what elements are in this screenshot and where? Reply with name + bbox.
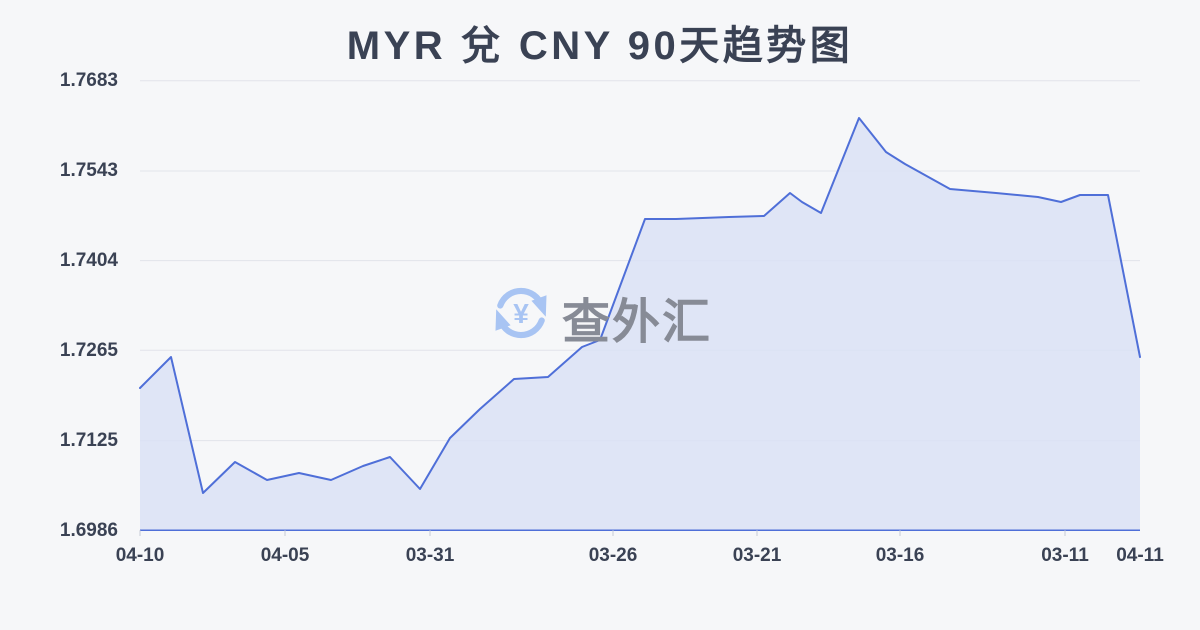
svg-text:04-05: 04-05 <box>261 545 310 566</box>
svg-text:1.7543: 1.7543 <box>60 160 118 181</box>
svg-text:1.7125: 1.7125 <box>60 430 119 451</box>
svg-text:03-31: 03-31 <box>406 545 455 566</box>
svg-text:04-11: 04-11 <box>1116 545 1164 566</box>
svg-text:1.7265: 1.7265 <box>60 340 119 361</box>
svg-text:1.6986: 1.6986 <box>60 520 118 541</box>
svg-text:1.7404: 1.7404 <box>60 250 119 271</box>
svg-text:1.7683: 1.7683 <box>60 70 118 91</box>
svg-text:03-11: 03-11 <box>1041 545 1089 566</box>
svg-text:¥: ¥ <box>513 298 529 329</box>
svg-text:查外汇: 查外汇 <box>562 296 712 349</box>
svg-text:03-26: 03-26 <box>589 545 638 566</box>
svg-text:03-16: 03-16 <box>876 545 925 566</box>
svg-text:03-21: 03-21 <box>733 545 782 566</box>
svg-text:04-10: 04-10 <box>116 545 165 566</box>
